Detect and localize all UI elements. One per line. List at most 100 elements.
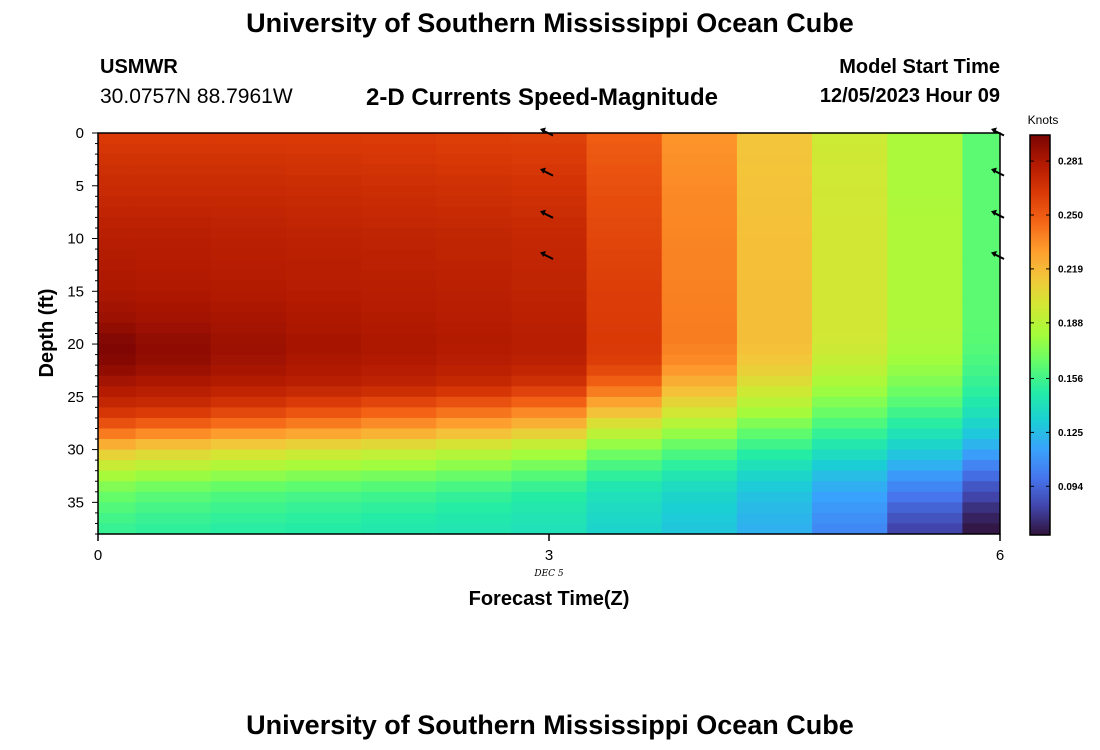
heatmap-cell: [736, 407, 813, 419]
heatmap-cell: [962, 481, 1000, 493]
heatmap-cell: [98, 354, 137, 366]
heatmap-cell: [962, 375, 1000, 387]
heatmap-cell: [285, 322, 362, 335]
heatmap-cell: [511, 185, 588, 197]
heatmap-cell: [586, 164, 663, 176]
heatmap-cell: [135, 280, 212, 292]
heatmap-cell: [736, 439, 813, 451]
y-tick-label: 10: [67, 231, 84, 248]
heatmap-cell: [962, 164, 1000, 176]
heatmap-cell: [736, 238, 813, 250]
heatmap-cell: [962, 502, 1000, 514]
heatmap-cell: [586, 417, 663, 430]
heatmap-cell: [736, 449, 813, 461]
colorbar: Knots 0.281 0.250 0.219 0.188 0.156 0.125 0.09…: [1028, 113, 1083, 536]
heatmap-cell: [661, 512, 738, 525]
heatmap-cell: [98, 523, 137, 534]
heatmap-cell: [962, 417, 1000, 430]
heatmap-cell: [210, 133, 287, 145]
heatmap-cell: [361, 133, 437, 145]
heatmap-cell: [586, 154, 663, 166]
heatmap-cell: [98, 133, 137, 145]
model-start-value: 12/05/2023 Hour 09: [819, 85, 1000, 107]
y-axis: 0 5 10 15 20 25 30 35: [67, 125, 98, 535]
heatmap-cell: [887, 196, 964, 208]
heatmap-cell: [586, 301, 663, 313]
heatmap-cell: [135, 164, 212, 176]
heatmap-cell: [586, 428, 663, 440]
heatmap-cell: [887, 439, 964, 451]
heatmap-cell: [285, 365, 362, 377]
heatmap-cell: [135, 196, 212, 208]
heatmap-cell: [98, 175, 137, 187]
current-arrow: [540, 209, 554, 219]
heatmap-cell: [511, 249, 588, 261]
heatmap-cell: [812, 238, 888, 250]
heatmap-cell: [135, 428, 212, 440]
heatmap-cell: [361, 291, 437, 303]
heatmap-cell: [436, 259, 513, 271]
heatmap-cell: [285, 512, 362, 525]
y-tick-label: 5: [76, 178, 84, 195]
heatmap-cell: [135, 375, 212, 387]
heatmap-cell: [98, 481, 137, 493]
heatmap-cell: [436, 333, 513, 345]
heatmap-cell: [98, 301, 137, 313]
heatmap-cell: [436, 470, 513, 482]
heatmap-cell: [962, 428, 1000, 440]
heatmap-cell: [210, 291, 287, 303]
heatmap-cell: [361, 322, 437, 335]
heatmap-cell: [661, 481, 738, 493]
heatmap-cell: [98, 439, 137, 451]
heatmap-cell: [135, 470, 212, 482]
heatmap-cell: [285, 133, 362, 145]
colorbar-gradient: [1029, 134, 1051, 536]
heatmap-cell: [285, 185, 362, 197]
heatmap-cell: [586, 344, 663, 356]
heatmap-cell: [436, 185, 513, 197]
heatmap-cell: [436, 238, 513, 250]
colorbar-tick-label: 0.250: [1058, 211, 1083, 222]
heatmap-cell: [661, 206, 738, 219]
heatmap-cell: [962, 354, 1000, 366]
heatmap-cell: [962, 470, 1000, 482]
heatmap-cell: [98, 396, 137, 408]
heatmap-cell: [736, 154, 813, 166]
heatmap-cell: [210, 481, 287, 493]
heatmap-cell: [285, 344, 362, 356]
heatmap-cell: [135, 291, 212, 303]
heatmap-cell: [210, 449, 287, 461]
heatmap-cell: [736, 143, 813, 155]
heatmap-cell: [285, 301, 362, 313]
heatmap-cell: [361, 344, 437, 356]
heatmap-cell: [210, 322, 287, 335]
heatmap-cell: [135, 386, 212, 398]
heatmap-cell: [661, 143, 738, 155]
heatmap-cell: [285, 428, 362, 440]
heatmap-cell: [962, 196, 1000, 208]
heatmap-cell: [361, 143, 437, 155]
station-coordinates: 30.0757N 88.7961W: [100, 85, 293, 108]
heatmap-cell: [98, 333, 137, 345]
heatmap-cell: [586, 143, 663, 155]
heatmap-cell: [361, 417, 437, 430]
heatmap-cell: [361, 280, 437, 292]
heatmap-cell: [812, 133, 888, 145]
heatmap-cell: [736, 470, 813, 482]
heatmap-cell: [661, 280, 738, 292]
heatmap-cell: [361, 333, 437, 345]
heatmap-cell: [887, 449, 964, 461]
heatmap-cell: [887, 470, 964, 482]
heatmap-cell: [887, 344, 964, 356]
heatmap-cell: [436, 375, 513, 387]
heatmap-cell: [887, 386, 964, 398]
heatmap-cell: [887, 259, 964, 271]
heatmap-cell: [736, 481, 813, 493]
heatmap-cell: [361, 238, 437, 250]
heatmap-cell: [511, 206, 588, 219]
heatmap-cell: [135, 227, 212, 240]
heatmap-cell: [361, 386, 437, 398]
heatmap-cell: [887, 280, 964, 292]
heatmap-cell: [210, 143, 287, 155]
heatmap-cell: [812, 249, 888, 261]
